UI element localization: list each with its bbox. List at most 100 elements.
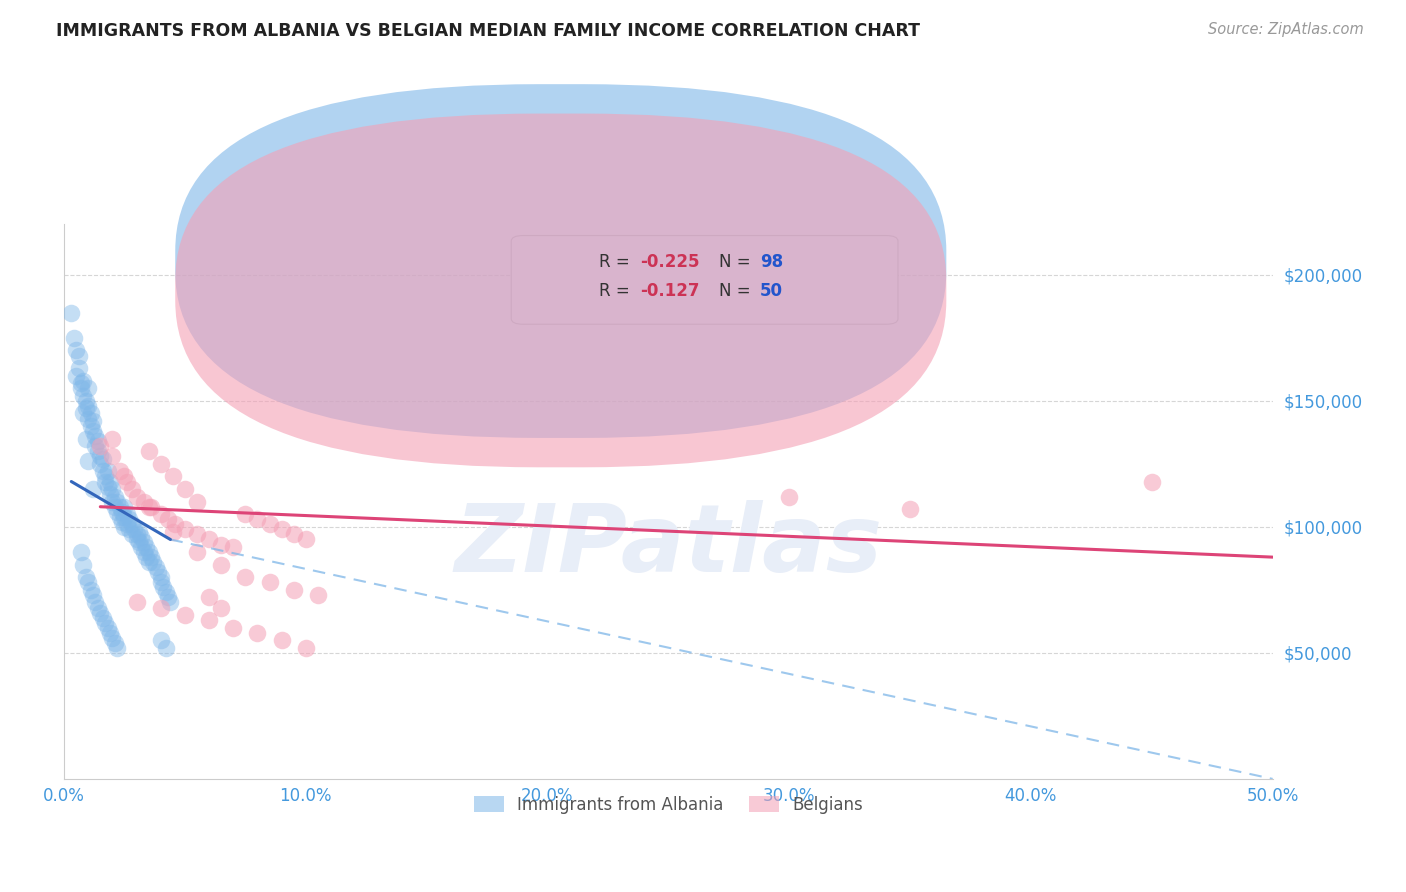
Point bbox=[156, 591, 179, 605]
Point bbox=[104, 636, 127, 650]
Text: N =: N = bbox=[718, 253, 756, 271]
Point bbox=[101, 432, 124, 446]
Point bbox=[91, 451, 114, 466]
Point bbox=[79, 582, 101, 597]
Text: Source: ZipAtlas.com: Source: ZipAtlas.com bbox=[1208, 22, 1364, 37]
Point bbox=[98, 487, 121, 501]
Point bbox=[155, 640, 177, 655]
Point bbox=[246, 625, 269, 640]
Point bbox=[114, 469, 136, 483]
Point bbox=[149, 457, 172, 471]
Point bbox=[111, 505, 134, 519]
Point bbox=[94, 615, 117, 630]
Text: R =: R = bbox=[599, 253, 636, 271]
Point bbox=[186, 527, 208, 541]
Point bbox=[97, 465, 120, 479]
Point bbox=[108, 500, 131, 514]
Point bbox=[79, 407, 101, 421]
Point bbox=[132, 545, 155, 559]
Point bbox=[149, 600, 172, 615]
Point bbox=[89, 450, 111, 464]
Point bbox=[65, 343, 87, 358]
FancyBboxPatch shape bbox=[176, 84, 946, 438]
Point bbox=[82, 588, 104, 602]
Text: -0.127: -0.127 bbox=[641, 282, 700, 300]
Point bbox=[165, 517, 187, 532]
Point bbox=[283, 527, 305, 541]
Point bbox=[131, 540, 153, 554]
Point bbox=[67, 349, 90, 363]
Point bbox=[101, 482, 124, 496]
Point bbox=[72, 407, 94, 421]
Point bbox=[97, 479, 120, 493]
Point bbox=[149, 508, 172, 522]
Point bbox=[111, 515, 134, 529]
Point bbox=[138, 555, 160, 569]
Point bbox=[139, 550, 162, 565]
Point bbox=[162, 524, 184, 539]
Point bbox=[75, 432, 97, 446]
Point bbox=[198, 533, 221, 547]
Point bbox=[142, 555, 165, 569]
Point bbox=[1140, 475, 1163, 489]
Point bbox=[104, 490, 127, 504]
Point bbox=[72, 558, 94, 572]
Point bbox=[138, 500, 160, 514]
Point bbox=[62, 331, 84, 345]
Point bbox=[75, 401, 97, 416]
Point bbox=[84, 429, 107, 443]
Point bbox=[94, 469, 117, 483]
Point bbox=[70, 376, 93, 391]
Point bbox=[84, 595, 107, 609]
Point bbox=[79, 419, 101, 434]
Point bbox=[125, 527, 148, 541]
Point bbox=[114, 509, 136, 524]
Point bbox=[75, 393, 97, 408]
Point bbox=[101, 450, 124, 464]
Point bbox=[77, 575, 100, 590]
Point bbox=[115, 517, 138, 532]
Text: N =: N = bbox=[718, 282, 756, 300]
Point bbox=[89, 606, 111, 620]
Point bbox=[97, 621, 120, 635]
Point bbox=[114, 500, 136, 514]
Point bbox=[186, 494, 208, 508]
Point bbox=[128, 524, 150, 539]
Point bbox=[145, 560, 167, 574]
Point bbox=[149, 633, 172, 648]
Point bbox=[94, 475, 117, 489]
Point bbox=[105, 640, 128, 655]
Point bbox=[138, 444, 160, 458]
Point bbox=[209, 558, 232, 572]
Point bbox=[270, 633, 292, 648]
Point bbox=[198, 613, 221, 627]
Point bbox=[198, 591, 221, 605]
Point bbox=[122, 523, 145, 537]
Point bbox=[121, 527, 143, 541]
Point bbox=[101, 631, 124, 645]
Point bbox=[60, 306, 83, 320]
Point bbox=[118, 523, 141, 537]
Point bbox=[77, 411, 100, 425]
Point bbox=[105, 494, 128, 508]
Point bbox=[125, 490, 148, 504]
Legend: Immigrants from Albania, Belgians: Immigrants from Albania, Belgians bbox=[467, 789, 869, 821]
Point bbox=[87, 444, 110, 458]
Point bbox=[77, 381, 100, 395]
Point bbox=[174, 523, 197, 537]
Point bbox=[209, 537, 232, 551]
Point bbox=[174, 482, 197, 496]
Point bbox=[70, 545, 93, 559]
Point bbox=[174, 608, 197, 623]
Point bbox=[125, 533, 148, 547]
Point bbox=[156, 512, 179, 526]
Point bbox=[131, 530, 153, 544]
Point bbox=[89, 439, 111, 453]
Point bbox=[65, 368, 87, 383]
Point bbox=[82, 482, 104, 496]
Point bbox=[307, 588, 329, 602]
Point bbox=[186, 545, 208, 559]
Point bbox=[67, 361, 90, 376]
FancyBboxPatch shape bbox=[176, 113, 946, 467]
Text: R =: R = bbox=[599, 282, 636, 300]
